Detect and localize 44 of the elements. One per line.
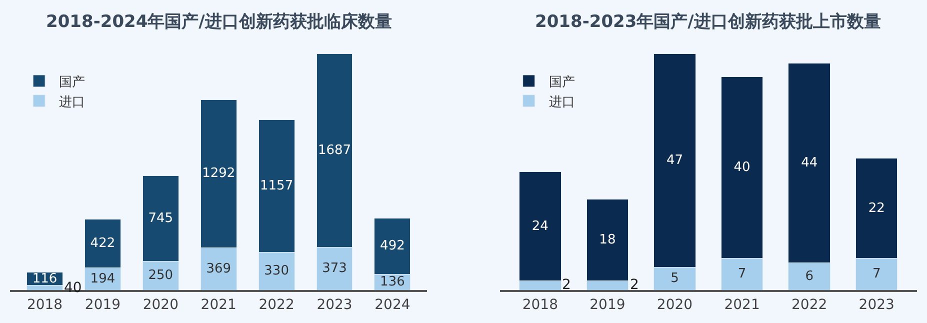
x-tick-label: 2020 [142,296,178,313]
data-label: 7 [872,266,881,282]
data-label: 47 [666,153,684,168]
x-tick-label: 2022 [792,296,828,313]
legend-label: 国产 [548,75,575,90]
chart-title: 2018-2023年国产/进口创新药获批上市数量 [535,12,881,32]
data-label: 18 [599,232,616,248]
data-label: 136 [380,274,405,290]
x-tick-label: 2023 [858,296,894,313]
data-label: 6 [805,268,814,284]
x-tick-label: 2018 [26,296,63,313]
legend-label: 国产 [59,75,86,90]
data-label: 194 [90,271,116,286]
data-label: 40 [734,160,750,175]
x-tick-label: 2019 [590,296,626,313]
data-label: 44 [801,155,818,170]
data-label: 22 [868,200,885,216]
x-tick-label: 2021 [200,296,236,313]
data-label: 1687 [318,143,352,158]
data-label: 250 [148,268,174,284]
data-label: 116 [32,271,58,286]
x-tick-label: 2024 [374,296,410,313]
data-label: 7 [738,266,746,282]
data-label: 1292 [202,166,236,182]
data-label: 330 [264,264,289,279]
data-label: 24 [532,218,548,234]
legend-label: 进口 [548,94,575,110]
x-tick-label: 2021 [724,296,760,313]
x-tick-label: 2018 [522,296,558,313]
x-tick-label: 2022 [258,296,294,313]
data-label: 1157 [260,178,294,194]
data-label: 373 [322,261,347,276]
data-label: 745 [148,211,174,226]
x-tick-label: 2019 [84,296,121,313]
data-label: 369 [206,261,232,276]
chart-title: 2018-2024年国产/进口创新药获批临床数量 [46,12,392,32]
legend-label: 进口 [59,94,86,110]
data-label: 2 [630,277,639,293]
data-label: 2 [562,277,571,293]
data-label: 5 [670,271,679,286]
x-tick-label: 2023 [316,296,352,313]
x-tick-label: 2020 [656,296,693,313]
data-label: 492 [380,238,405,254]
data-label: 422 [90,236,116,252]
